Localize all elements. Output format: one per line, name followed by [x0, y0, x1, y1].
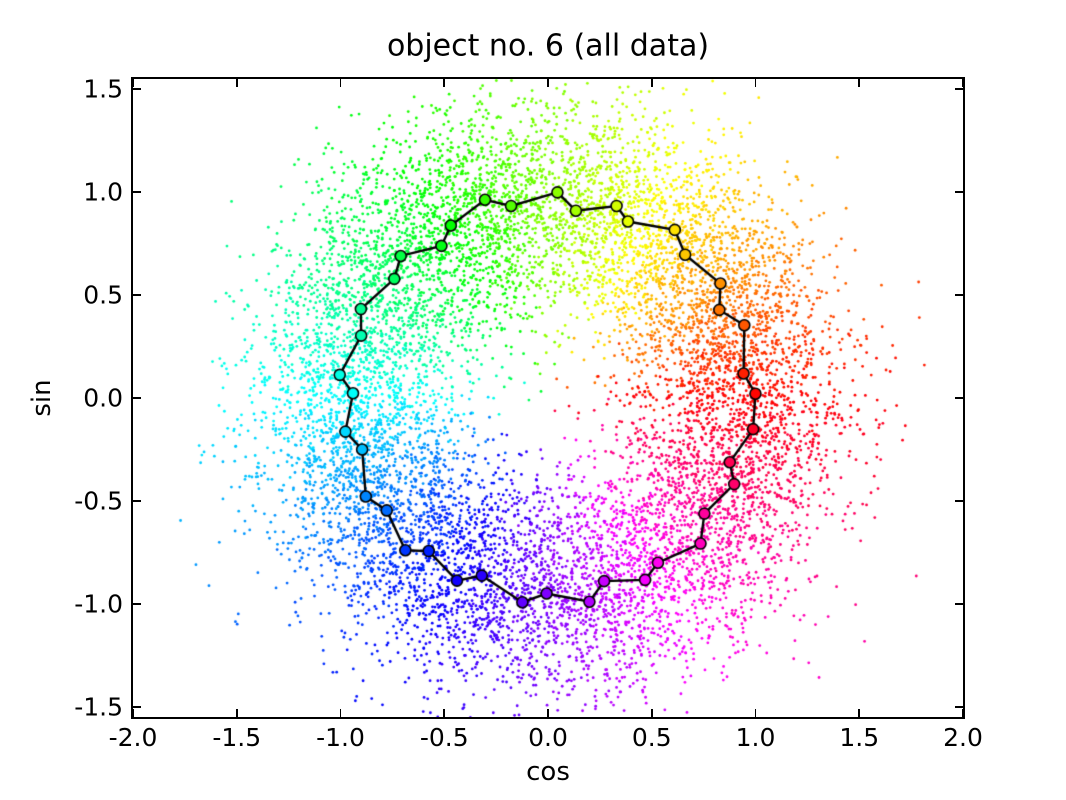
y-tick-label: -1.0 [74, 589, 123, 619]
y-axis-label: sin [27, 379, 57, 417]
y-tick-mark-left [133, 705, 141, 708]
x-tick-mark-top [339, 79, 342, 87]
x-tick-mark-top [132, 79, 134, 87]
y-tick-mark-left [133, 191, 141, 193]
y-tick-label: 1.0 [83, 177, 123, 207]
y-tick-mark-right [955, 603, 963, 605]
y-tick-label: 1.5 [83, 74, 123, 104]
y-tick-mark-right [955, 88, 963, 91]
x-tick-mark-top [962, 79, 964, 87]
y-tick-mark-right [955, 705, 963, 708]
x-tick-mark-top [443, 79, 446, 87]
y-tick-label: -0.5 [74, 486, 123, 516]
y-tick-mark-left [133, 397, 141, 399]
x-tick-mark-bottom [754, 709, 757, 717]
y-tick-label: -1.5 [74, 691, 123, 721]
x-tick-mark-bottom [650, 709, 653, 717]
y-tick-mark-left [133, 294, 141, 296]
x-tick-mark-top [547, 79, 549, 87]
y-tick-label: 0.0 [83, 383, 123, 413]
x-tick-mark-top [754, 79, 757, 87]
x-tick-label: 0.5 [631, 723, 672, 752]
x-tick-label: 1.0 [735, 723, 776, 752]
x-tick-label: 0.0 [528, 723, 568, 752]
y-tick-mark-right [955, 294, 963, 296]
plot-area [131, 77, 965, 719]
x-axis-label: cos [526, 757, 570, 787]
x-tick-label: 2.0 [943, 723, 983, 752]
y-tick-mark-left [133, 500, 141, 502]
y-tick-label: 0.5 [83, 280, 123, 310]
x-tick-mark-bottom [547, 709, 549, 717]
x-tick-mark-bottom [339, 709, 342, 717]
x-tick-label: -1.5 [212, 723, 262, 752]
y-tick-mark-right [955, 191, 963, 193]
x-tick-mark-bottom [858, 709, 861, 717]
y-tick-mark-right [955, 397, 963, 399]
x-tick-mark-top [650, 79, 653, 87]
x-tick-label: -2.0 [108, 723, 158, 752]
x-tick-mark-bottom [962, 709, 964, 717]
x-tick-mark-bottom [235, 709, 238, 717]
y-tick-mark-right [955, 500, 963, 502]
x-tick-mark-top [858, 79, 861, 87]
x-tick-label: 1.5 [839, 723, 880, 752]
x-tick-mark-bottom [132, 709, 134, 717]
y-tick-mark-left [133, 88, 141, 91]
x-tick-label: -1.0 [316, 723, 365, 752]
scatter-canvas [133, 79, 963, 717]
x-tick-mark-top [235, 79, 238, 87]
y-tick-mark-left [133, 603, 141, 605]
x-tick-mark-bottom [443, 709, 446, 717]
chart-title: object no. 6 (all data) [386, 28, 710, 64]
x-tick-label: -0.5 [419, 723, 469, 752]
